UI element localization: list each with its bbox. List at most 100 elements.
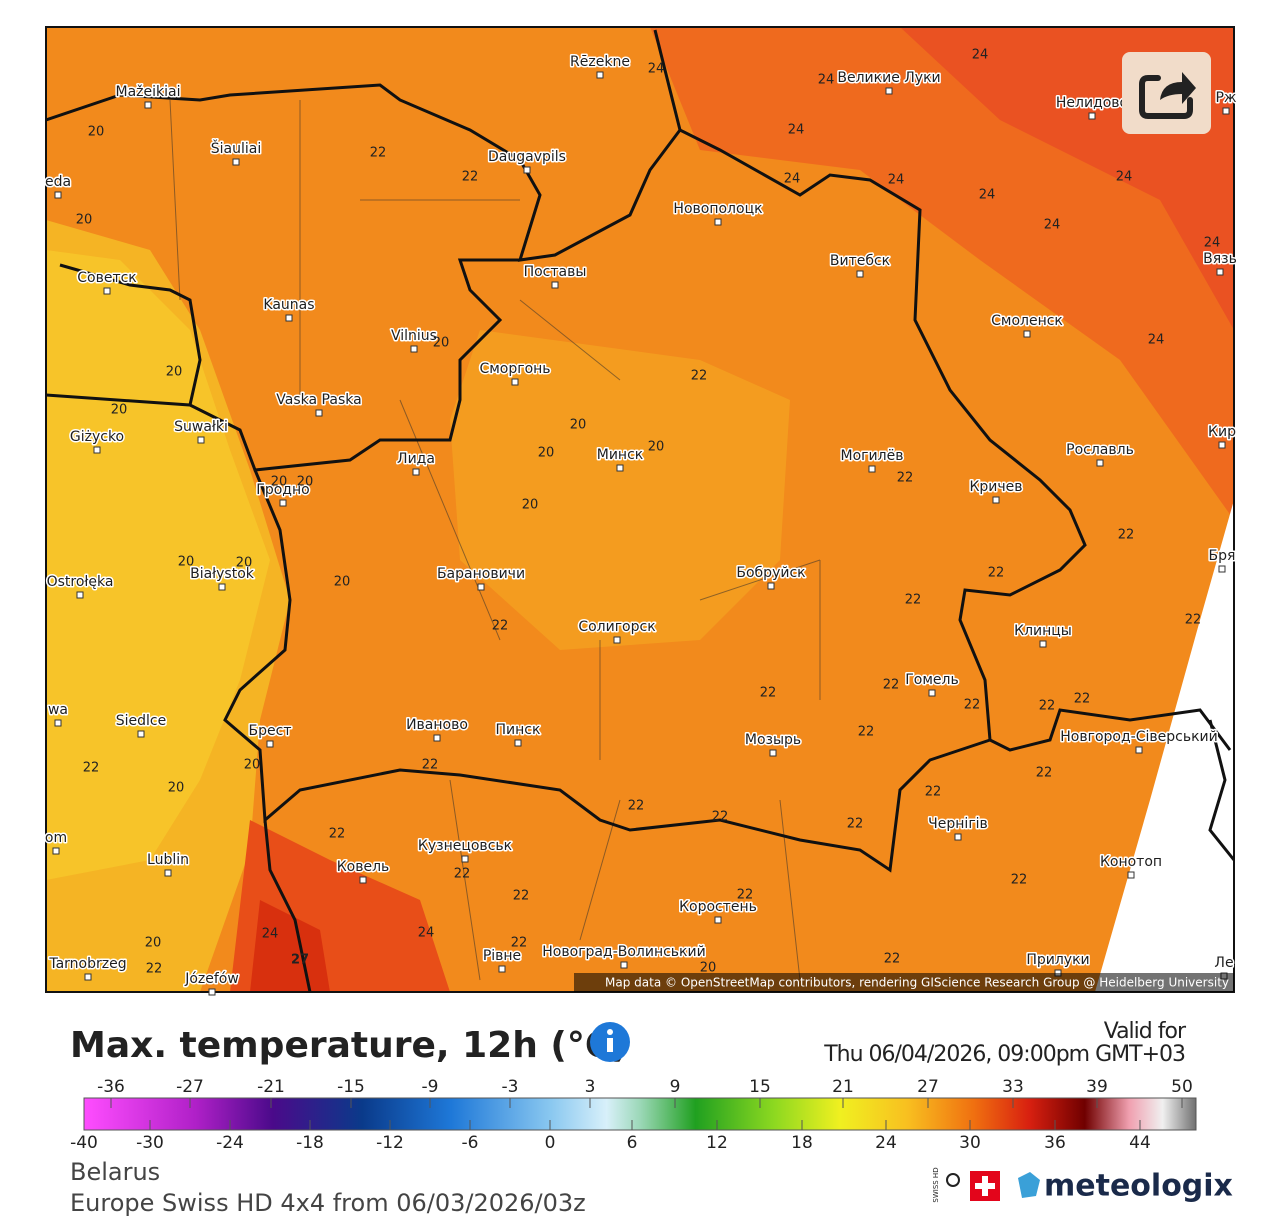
colorbar-upper-label: 21: [832, 1077, 854, 1097]
city-marker: [868, 465, 876, 473]
city-marker: [714, 916, 722, 924]
contour-label: 22: [897, 471, 914, 486]
contour-label: 22: [847, 817, 864, 832]
city-marker: [992, 496, 1000, 504]
city-label: Бря: [1209, 548, 1236, 564]
contour-label: 22: [329, 827, 346, 842]
colorbar-lower-label: -24: [216, 1133, 244, 1153]
city-marker: [714, 218, 722, 226]
city-marker: [1222, 107, 1230, 115]
contour-label: 20: [111, 403, 128, 418]
colorbar-upper-label: -36: [97, 1077, 125, 1097]
city-label: Giżycko: [70, 429, 124, 445]
city-label: Чернігів: [928, 816, 988, 832]
contour-label: 22: [146, 962, 163, 977]
colorbar-ticks: -36 -27 -21 -15 -9 -3 3 9 15 21 27 33 39 50-40 -30 -24-…: [70, 1077, 1193, 1153]
city-marker: [315, 409, 323, 417]
city-label: Białystok: [190, 566, 255, 582]
attribution: Map data © OpenStreetMap contributors, r…: [605, 976, 1229, 990]
colorbar-upper-label: 27: [917, 1077, 939, 1097]
city-marker: [551, 281, 559, 289]
contour-label: 22: [513, 889, 530, 904]
city-marker: [1088, 112, 1096, 120]
model-run: Europe Swiss HD 4x4 from 06/03/2026/03z: [70, 1189, 586, 1217]
city-label: Ostrołęka: [47, 574, 114, 590]
colorbar-upper-label: 3: [585, 1077, 596, 1097]
colorbar-lower-label: 30: [959, 1133, 981, 1153]
city-label: Mažeikiai: [116, 84, 181, 100]
contour-label: 20: [88, 125, 105, 140]
contour-label: 20: [271, 475, 288, 490]
info-icon[interactable]: [590, 1022, 630, 1062]
contour-label: 20: [522, 498, 539, 513]
city-labels: Rēzekne Mažeikiai Великие Луки Нелидово Šiau…: [43, 53, 1238, 996]
city-label: Пинск: [496, 722, 541, 738]
map: [46, 27, 1234, 992]
contour-label: 20: [244, 758, 261, 773]
city-marker: [769, 749, 777, 757]
contour-label: 20: [700, 961, 717, 976]
city-label: Рославль: [1066, 442, 1134, 458]
city-marker: [885, 87, 893, 95]
contour-label: 22: [1185, 613, 1202, 628]
city-label: Józefów: [184, 971, 239, 987]
contour-label: 22: [628, 799, 645, 814]
city-marker: [54, 719, 62, 727]
city-label: Рж: [1215, 90, 1236, 106]
contour-label: 24: [972, 48, 989, 63]
city-marker: [197, 436, 205, 444]
contour-label: 22: [1074, 692, 1091, 707]
contour-label: 20: [168, 781, 185, 796]
city-marker: [1096, 459, 1104, 467]
colorbar-lower-label: 12: [706, 1133, 728, 1153]
colorbar-upper-label: 9: [670, 1077, 681, 1097]
colorbar-upper-label: 33: [1002, 1077, 1024, 1097]
city-marker: [137, 730, 145, 738]
contour-label: 22: [83, 761, 100, 776]
colorbar-upper-label: 15: [749, 1077, 771, 1097]
contour-label: 24: [262, 927, 279, 942]
city-label: Смоленск: [991, 313, 1063, 329]
city-label: Рівне: [483, 948, 521, 964]
contour-label: 22: [737, 888, 754, 903]
contour-label: 22: [760, 686, 777, 701]
city-marker: [511, 378, 519, 386]
city-marker: [1216, 268, 1224, 276]
colorbar-lower-label: 36: [1044, 1133, 1066, 1153]
city-marker: [616, 464, 624, 472]
contour-label: 24: [1116, 170, 1133, 185]
contour-label: 22: [964, 698, 981, 713]
city-label: Минск: [597, 447, 643, 463]
city-label: om: [45, 830, 67, 846]
colorbar-lower-label: 44: [1129, 1133, 1151, 1153]
contour-labels: 24 24 24 24 22 20 22 24 24 24 24 20 24 24 24 20 22 20 20 20…: [76, 48, 1221, 977]
city-label: Барановичи: [437, 566, 525, 582]
city-marker: [514, 739, 522, 747]
city-label: Иваново: [406, 717, 468, 733]
contour-label: 24: [818, 73, 835, 88]
city-label: Могилёв: [841, 448, 904, 464]
contour-label: 22: [858, 725, 875, 740]
colorbar-upper-label: -3: [502, 1077, 519, 1097]
city-label: Vilnius: [391, 328, 437, 344]
city-label: Великие Луки: [837, 70, 940, 86]
brand: meteologix: [1044, 1169, 1233, 1204]
city-marker: [84, 973, 92, 981]
city-label: Rēzekne: [570, 54, 630, 70]
colorbar-lower-label: 0: [545, 1133, 556, 1153]
city-marker: [164, 869, 172, 877]
city-marker: [1127, 871, 1135, 879]
city-marker: [596, 71, 604, 79]
contour-label: 24: [1204, 236, 1221, 251]
share-button[interactable]: [1122, 52, 1211, 134]
city-marker: [359, 876, 367, 884]
city-marker: [433, 734, 441, 742]
swiss-label: SWISS HD: [932, 1167, 940, 1202]
colorbar-lower-label: -12: [376, 1133, 404, 1153]
contour-label: 22: [883, 678, 900, 693]
valid-label: Valid for: [1104, 1019, 1187, 1044]
city-label: Ле: [1214, 955, 1233, 971]
contour-label: 24: [418, 926, 435, 941]
city-label: Клинцы: [1014, 623, 1072, 639]
contour-label: 20: [334, 575, 351, 590]
